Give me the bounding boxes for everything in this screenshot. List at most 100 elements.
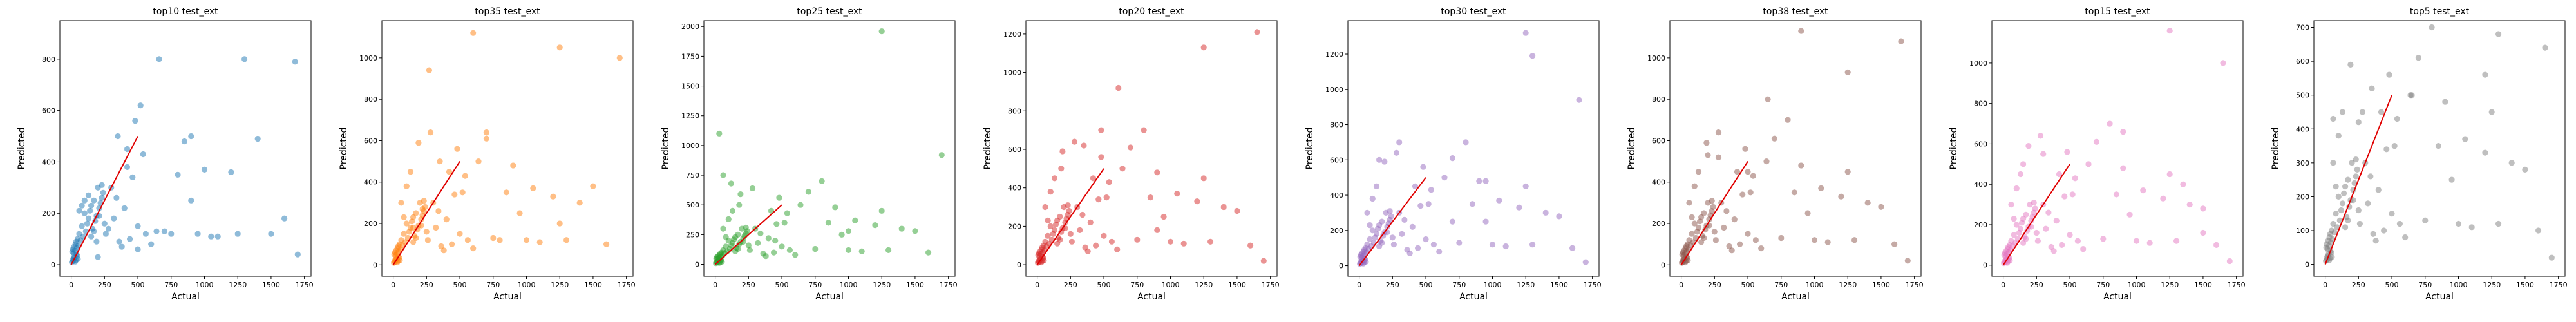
x-tick-label: 1250 [1195, 281, 1213, 289]
data-point [1750, 173, 1756, 179]
data-point [410, 224, 417, 231]
data-point [2359, 109, 2366, 115]
data-point [1721, 224, 1727, 231]
data-point [1737, 241, 1743, 247]
data-point [2045, 209, 2052, 216]
data-point [749, 185, 756, 191]
data-point [2126, 211, 2133, 218]
data-point [2356, 220, 2363, 227]
data-point [1200, 44, 1207, 51]
data-point [2067, 232, 2073, 238]
data-point [181, 138, 187, 145]
subplot-1: top10 test_ext 0 250 500 750 1000 1250 1500 1750… [17, 6, 314, 302]
data-point [2043, 225, 2049, 232]
data-point [1200, 175, 1207, 182]
data-point [2226, 258, 2233, 265]
data-point [1691, 220, 1698, 227]
data-point [784, 210, 790, 216]
y-axis-label: Predicted [1949, 128, 1959, 170]
data-point [403, 183, 410, 189]
data-point [773, 221, 780, 227]
x-tick-label: 0 [2323, 281, 2327, 289]
data-point [1852, 237, 1858, 243]
data-point [1798, 162, 1804, 169]
data-point [1057, 236, 1063, 243]
data-point [459, 189, 466, 196]
data-point [2166, 28, 2173, 34]
data-point [2023, 236, 2029, 242]
data-point [845, 247, 852, 253]
data-point [2482, 71, 2488, 78]
data-point [2435, 143, 2441, 149]
data-point [1576, 97, 1582, 103]
data-point [1723, 208, 1730, 214]
data-point [2333, 211, 2339, 217]
data-point [1476, 178, 1482, 184]
y-tick-label: 1000 [1969, 59, 1987, 68]
data-point [757, 230, 764, 237]
data-point [1047, 223, 1054, 229]
data-point [413, 234, 419, 242]
data-point [743, 224, 749, 231]
subplot-4: top20 test_ext 0 250 500 750 1000 1250 1500 1750… [983, 6, 1280, 302]
x-tick-label: 0 [2001, 281, 2005, 289]
data-point [2080, 246, 2087, 252]
x-tick-label: 1750 [1584, 281, 1602, 289]
y-tick-label: 2000 [681, 23, 699, 31]
x-axis-label: Actual [493, 292, 522, 302]
data-point [2213, 242, 2220, 248]
x-tick-label: 1250 [2161, 281, 2179, 289]
x-axis-label: Actual [1781, 292, 1810, 302]
data-point [470, 245, 477, 252]
data-point [1045, 217, 1051, 223]
data-point [254, 135, 261, 142]
data-point [2011, 216, 2017, 222]
data-point [1542, 209, 1549, 216]
data-point [2389, 211, 2395, 217]
data-point [121, 205, 128, 211]
data-point [735, 245, 741, 252]
data-point [2488, 109, 2495, 115]
data-point [1154, 169, 1160, 176]
data-point [2339, 109, 2346, 115]
x-tick-label: 1250 [873, 281, 891, 289]
data-point [1569, 245, 1576, 251]
y-tick-label: 1000 [1003, 69, 1021, 77]
y-tick-label: 800 [42, 55, 55, 64]
data-point [188, 197, 194, 204]
data-point [1406, 250, 1413, 256]
data-point [2353, 173, 2359, 180]
x-tick-label: 1000 [195, 281, 213, 289]
data-point [88, 233, 95, 240]
data-point [1059, 148, 1066, 155]
x-tick-label: 1000 [1805, 281, 1823, 289]
y-tick-label: 0 [1661, 261, 1665, 269]
x-tick-label: 1750 [2228, 281, 2246, 289]
data-point [398, 200, 404, 206]
data-point [797, 202, 804, 208]
subplot-3: top25 test_ext 0 250 500 750 1000 1250 1500 1750… [661, 6, 958, 302]
data-point [1449, 218, 1455, 225]
data-point [762, 253, 769, 260]
data-point [2025, 143, 2032, 149]
x-tick-label: 0 [69, 281, 73, 289]
data-point [728, 180, 734, 187]
data-point [2347, 61, 2354, 68]
subplot-title: top35 test_ext [475, 6, 540, 17]
x-tick-label: 750 [2418, 281, 2432, 289]
y-tick-label: 400 [364, 178, 377, 187]
data-point [2064, 149, 2070, 155]
data-point [1390, 242, 1397, 248]
data-point [771, 249, 777, 256]
x-tick-label: 1500 [906, 281, 924, 289]
data-point [1373, 183, 1380, 189]
data-point [603, 241, 610, 247]
x-tick-label: 1750 [618, 281, 636, 289]
data-point [786, 247, 793, 253]
data-point [1409, 223, 1416, 230]
axes-frame [381, 20, 634, 277]
data-point [2061, 193, 2068, 200]
data-point [2072, 175, 2078, 182]
data-point [1079, 211, 1086, 218]
scatter-points [69, 56, 301, 265]
